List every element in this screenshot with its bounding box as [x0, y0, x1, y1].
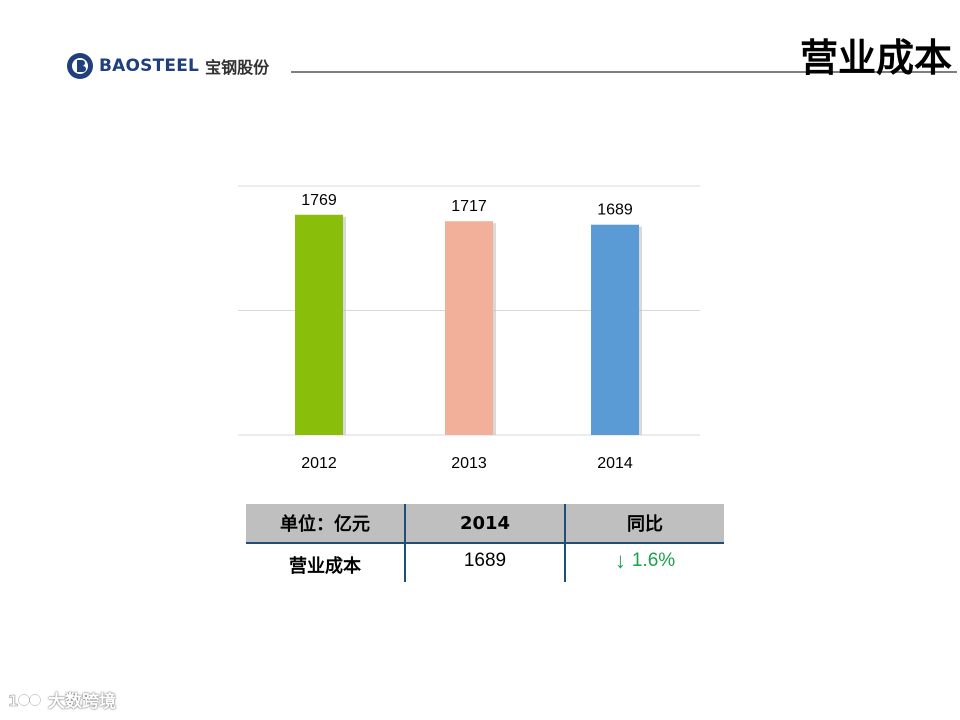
- table-header-rule: [246, 542, 724, 544]
- watermark-text: 大数跨境: [48, 692, 116, 712]
- bar-2012: [295, 214, 343, 435]
- down-arrow-icon: ↓: [614, 548, 626, 573]
- x-tick-label-2013: 2013: [451, 455, 487, 472]
- data-label-2012: 1769: [301, 192, 337, 209]
- table-row-label: 营业成本: [289, 556, 361, 577]
- table-header-yoy: 同比: [627, 514, 663, 535]
- table-column-divider: [404, 504, 406, 582]
- data-label-2014: 1689: [597, 202, 633, 219]
- x-tick-label-2012: 2012: [301, 455, 337, 472]
- bar-2014: [591, 224, 639, 435]
- svg-text:1: 1: [8, 692, 18, 709]
- table-header-year: 2014: [459, 512, 511, 534]
- watermark: 1 大数跨境: [8, 687, 116, 712]
- change-percent: 1.6%: [631, 550, 676, 571]
- data-label-2013: 1717: [451, 198, 487, 215]
- table-header-row: [246, 504, 724, 542]
- bar-2013: [445, 221, 493, 435]
- header-divider: [291, 71, 957, 73]
- table-row-change: ↓ 1.6%: [566, 544, 724, 578]
- logo-text-cn: 宝钢股份: [205, 58, 270, 77]
- summary-table: 单位：亿元 2014 同比 营业成本 1689 ↓ 1.6%: [246, 504, 724, 582]
- watermark-logo-icon: 1: [8, 691, 41, 709]
- table-row-value: 1689: [463, 550, 507, 571]
- page-title: 营业成本: [799, 36, 952, 80]
- x-tick-label-2014: 2014: [597, 455, 633, 472]
- logo-text-en: BAOSTEEL: [99, 56, 200, 76]
- baosteel-logo: BAOSTEEL 宝钢股份: [66, 50, 269, 82]
- table-header-unit: 单位：亿元: [280, 514, 370, 535]
- baosteel-emblem-icon: [67, 53, 93, 79]
- table-column-divider: [564, 504, 566, 582]
